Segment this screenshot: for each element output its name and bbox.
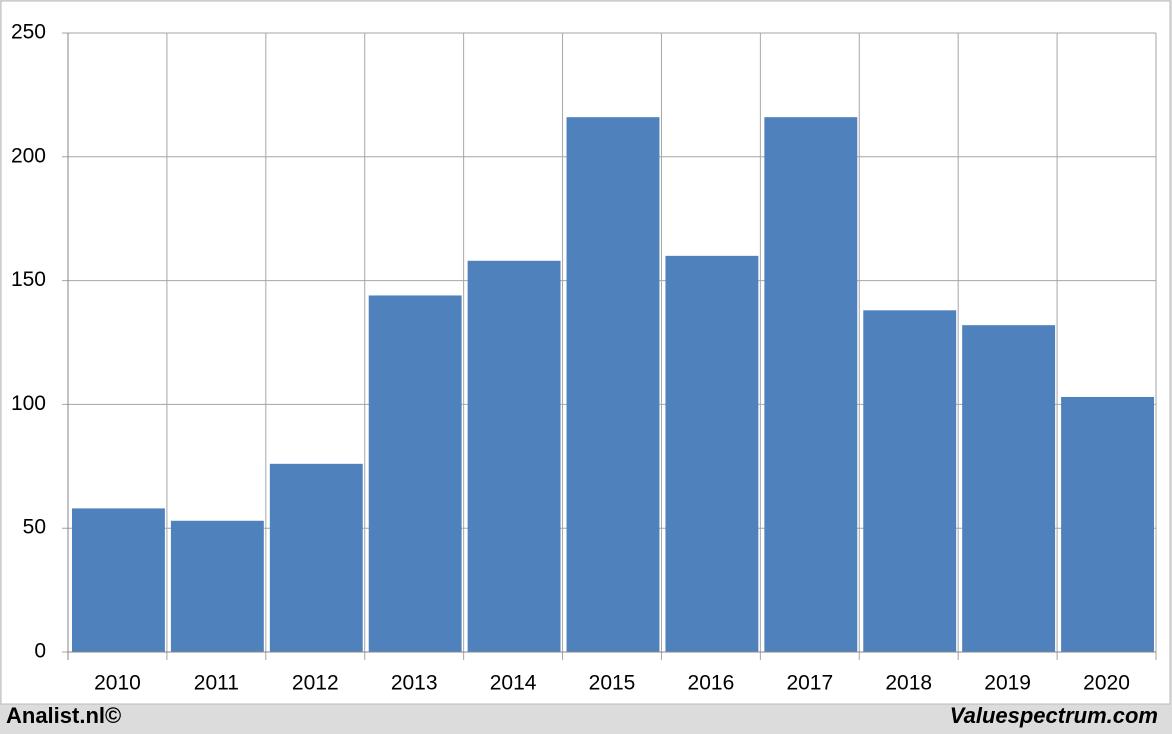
bar — [72, 508, 165, 652]
x-tick-label: 2020 — [1083, 672, 1130, 695]
x-tick-label: 2018 — [885, 672, 932, 695]
x-tick-label: 2014 — [490, 672, 537, 695]
y-tick-label: 200 — [11, 144, 46, 167]
bar — [1061, 396, 1154, 652]
bar — [269, 463, 363, 652]
bar — [764, 117, 858, 652]
y-tick-label: 150 — [11, 268, 46, 291]
y-tick-label: 250 — [11, 21, 46, 44]
bar — [566, 117, 660, 652]
bar — [368, 295, 462, 652]
bar — [962, 325, 1056, 652]
bar — [665, 255, 759, 652]
x-tick-label: 2016 — [688, 672, 735, 695]
x-tick-label: 2011 — [194, 672, 239, 695]
source-left: Analist.nl© — [6, 703, 121, 728]
bar — [467, 260, 561, 652]
x-tick-label: 2017 — [786, 672, 833, 695]
x-tick-label: 2015 — [589, 672, 636, 695]
x-tick-label: 2010 — [94, 672, 141, 695]
x-tick-label: 2012 — [292, 672, 339, 695]
bar — [170, 520, 264, 652]
x-tick-label: 2019 — [984, 672, 1031, 695]
y-tick-label: 0 — [34, 640, 46, 663]
source-right: Valuespectrum.com — [950, 703, 1158, 728]
x-tick-label: 2013 — [391, 672, 438, 695]
y-tick-label: 100 — [11, 392, 46, 415]
y-tick-label: 50 — [23, 516, 46, 539]
bar — [863, 310, 957, 652]
